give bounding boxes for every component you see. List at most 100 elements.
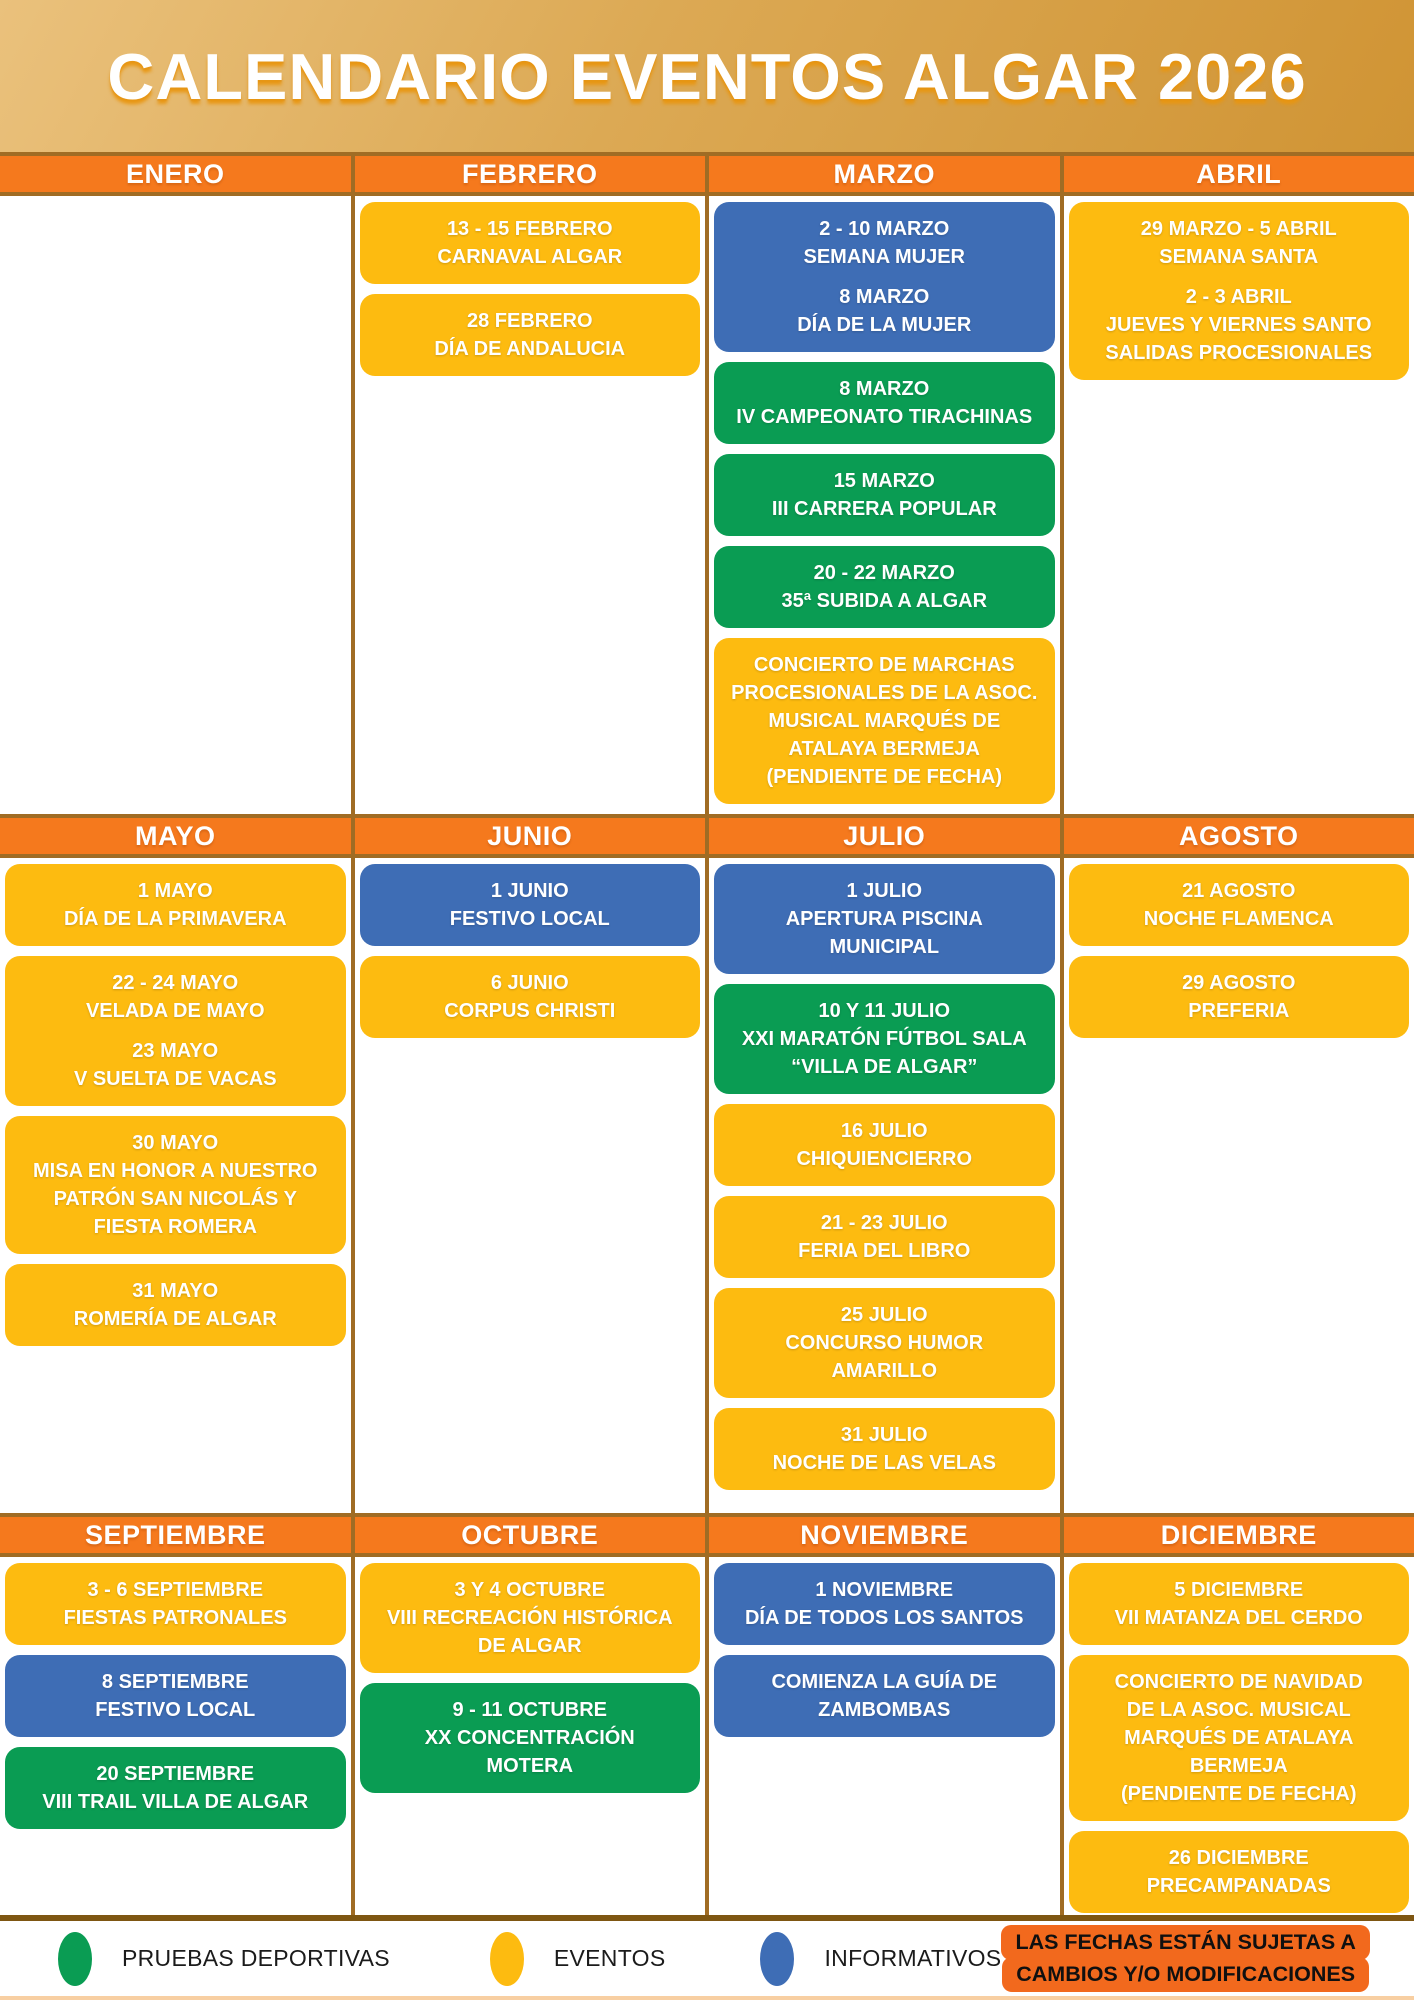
calendar-grid: ENERO FEBRERO MARZO ABRIL 13 - 15 FEBRERO CAR… bbox=[0, 152, 1414, 1915]
card-line: MUSICAL MARQUÉS DE bbox=[768, 710, 1001, 732]
card-line: DÍA DE ANDALUCIA bbox=[434, 338, 626, 360]
card-line: 22 - 24 MAYO bbox=[112, 972, 239, 994]
card-line: ATALAYA BERMEJA bbox=[788, 738, 980, 760]
card-line: JUEVES Y VIERNES SANTO bbox=[1105, 314, 1372, 336]
card-line: 8 SEPTIEMBRE bbox=[101, 1671, 249, 1693]
card-line: VII MATANZA DEL CERDO bbox=[1114, 1607, 1363, 1629]
month-body-row: 1 MAYO DÍA DE LA PRIMAVERA 22 - 24 MAYO VEL… bbox=[0, 858, 1414, 1513]
card-line: 3 Y 4 OCTUBRE bbox=[454, 1579, 605, 1601]
card-entry: CONCIERTO DE MARCHAS PROCESIONALES DE LA … bbox=[720, 651, 1049, 791]
card-line: ZAMBOMBAS bbox=[818, 1699, 951, 1721]
card-prueba-deportiva: 20 SEPTIEMBRE VIII TRAIL VILLA DE ALGAR bbox=[5, 1747, 346, 1829]
card-evento: 26 DICIEMBRE PRECAMPANADAS bbox=[1068, 1831, 1409, 1913]
card-informativo: 1 JULIO APERTURA PISCINA MUNICIPAL bbox=[714, 864, 1055, 974]
card-evento: 25 JULIO CONCURSO HUMOR AMARILLO bbox=[714, 1288, 1055, 1398]
card-line: XX CONCENTRACIÓN bbox=[424, 1727, 635, 1749]
card-line: SEMANA SANTA bbox=[1159, 246, 1319, 268]
card-entry: 8 SEPTIEMBRE FESTIVO LOCAL bbox=[11, 1668, 340, 1724]
month-header-noviembre: NOVIEMBRE bbox=[709, 1517, 1060, 1553]
month-header-row: SEPTIEMBRE OCTUBRE NOVIEMBRE DICIEMBRE bbox=[0, 1513, 1414, 1557]
card-line: 26 DICIEMBRE bbox=[1168, 1847, 1309, 1869]
card-line: 1 MAYO bbox=[137, 880, 213, 902]
card-evento: 1 MAYO DÍA DE LA PRIMAVERA bbox=[5, 864, 346, 946]
card-entry: 2 - 10 MARZO SEMANA MUJER bbox=[720, 215, 1049, 271]
card-line: 3 - 6 SEPTIEMBRE bbox=[87, 1579, 264, 1601]
card-entry: 9 - 11 OCTUBRE XX CONCENTRACIÓN MOTERA bbox=[366, 1696, 695, 1780]
schedule-disclaimer: LAS FECHAS ESTÁN SUJETAS A CAMBIOS Y/O M… bbox=[1001, 1925, 1370, 1992]
card-evento: 31 MAYO ROMERÍA DE ALGAR bbox=[5, 1264, 346, 1346]
card-entry: 29 AGOSTO PREFERIA bbox=[1075, 969, 1404, 1025]
card-line: XXI MARATÓN FÚTBOL SALA bbox=[741, 1028, 1027, 1050]
card-evento: 28 FEBRERO DÍA DE ANDALUCIA bbox=[359, 294, 700, 376]
legend: PRUEBAS DEPORTIVAS EVENTOS INFORMATIVOS … bbox=[0, 1921, 1414, 1996]
card-entry: 1 JUNIO FESTIVO LOCAL bbox=[366, 877, 695, 933]
card-entry: 20 SEPTIEMBRE VIII TRAIL VILLA DE ALGAR bbox=[11, 1760, 340, 1816]
month-header-enero: ENERO bbox=[0, 156, 351, 192]
card-line: “VILLA DE ALGAR” bbox=[791, 1056, 978, 1078]
card-line: 1 NOVIEMBRE bbox=[815, 1579, 954, 1601]
card-line: 15 MARZO bbox=[833, 470, 935, 492]
month-column-febrero: 13 - 15 FEBRERO CARNAVAL ALGAR 28 FEBRERO D… bbox=[354, 196, 705, 814]
card-evento: 3 Y 4 OCTUBRE VIII RECREACIÓN HISTÓRICA DE… bbox=[359, 1563, 700, 1673]
card-line: DE LA ASOC. MUSICAL bbox=[1126, 1699, 1351, 1721]
month-header-julio: JULIO bbox=[709, 818, 1060, 854]
card-line: SALIDAS PROCESIONALES bbox=[1105, 342, 1373, 364]
card-entry: 1 MAYO DÍA DE LA PRIMAVERA bbox=[11, 877, 340, 933]
card-line: 9 - 11 OCTUBRE bbox=[452, 1699, 607, 1721]
month-column-marzo: 2 - 10 MARZO SEMANA MUJER 8 MARZO DÍA DE LA… bbox=[709, 196, 1060, 814]
card-line: CARNAVAL ALGAR bbox=[437, 246, 623, 268]
card-line: MISA EN HONOR A NUESTRO bbox=[33, 1160, 318, 1182]
card-line: 8 MARZO bbox=[839, 378, 930, 400]
card-prueba-deportiva: 20 - 22 MARZO 35ª SUBIDA A ALGAR bbox=[714, 546, 1055, 628]
card-line: FIESTAS PATRONALES bbox=[63, 1607, 287, 1629]
card-prueba-deportiva: 10 Y 11 JULIO XXI MARATÓN FÚTBOL SALA “VIL… bbox=[714, 984, 1055, 1094]
card-line: APERTURA PISCINA bbox=[785, 908, 983, 930]
card-entry: 1 NOVIEMBRE DÍA DE TODOS LOS SANTOS bbox=[720, 1576, 1049, 1632]
card-line: V SUELTA DE VACAS bbox=[73, 1068, 277, 1090]
card-line: 28 FEBRERO bbox=[466, 310, 593, 332]
card-line: ROMERÍA DE ALGAR bbox=[73, 1308, 277, 1330]
schedule-disclaimer-line: LAS FECHAS ESTÁN SUJETAS A bbox=[1001, 1925, 1370, 1960]
card-prueba-deportiva: 15 MARZO III CARRERA POPULAR bbox=[714, 454, 1055, 536]
month-header-marzo: MARZO bbox=[709, 156, 1060, 192]
card-entry: 22 - 24 MAYO VELADA DE MAYO bbox=[11, 969, 340, 1025]
card-line: CORPUS CHRISTI bbox=[444, 1000, 616, 1022]
card-entry: CONCIERTO DE NAVIDAD DE LA ASOC. MUSICAL M… bbox=[1075, 1668, 1404, 1808]
card-line: 21 AGOSTO bbox=[1182, 880, 1296, 902]
month-header-agosto: AGOSTO bbox=[1063, 818, 1414, 854]
card-entry: 3 Y 4 OCTUBRE VIII RECREACIÓN HISTÓRICA DE… bbox=[366, 1576, 695, 1660]
legend-swatch-yellow bbox=[489, 1931, 524, 1986]
card-line: FERIA DEL LIBRO bbox=[798, 1240, 971, 1262]
card-evento: 21 - 23 JULIO FERIA DEL LIBRO bbox=[714, 1196, 1055, 1278]
card-entry: 20 - 22 MARZO 35ª SUBIDA A ALGAR bbox=[720, 559, 1049, 615]
card-line: DÍA DE LA MUJER bbox=[797, 314, 972, 336]
month-header-diciembre: DICIEMBRE bbox=[1063, 1517, 1414, 1553]
legend-label: PRUEBAS DEPORTIVAS bbox=[122, 1945, 390, 1971]
card-line: DE ALGAR bbox=[477, 1635, 582, 1657]
card-evento: 31 JULIO NOCHE DE LAS VELAS bbox=[714, 1408, 1055, 1490]
card-line: 6 JUNIO bbox=[490, 972, 569, 994]
card-line: VIII TRAIL VILLA DE ALGAR bbox=[42, 1791, 309, 1813]
card-evento: 22 - 24 MAYO VELADA DE MAYO 23 MAYO V SUELT… bbox=[5, 956, 346, 1106]
card-entry: 26 DICIEMBRE PRECAMPANADAS bbox=[1075, 1844, 1404, 1900]
card-line: DÍA DE TODOS LOS SANTOS bbox=[744, 1607, 1024, 1629]
card-evento: 29 AGOSTO PREFERIA bbox=[1068, 956, 1409, 1038]
month-header-row: MAYO JUNIO JULIO AGOSTO bbox=[0, 814, 1414, 858]
month-header-abril: ABRIL bbox=[1063, 156, 1414, 192]
card-line: 5 DICIEMBRE bbox=[1174, 1579, 1304, 1601]
month-column-agosto: 21 AGOSTO NOCHE FLAMENCA 29 AGOSTO PREFERIA bbox=[1063, 858, 1414, 1513]
schedule-disclaimer-line: CAMBIOS Y/O MODIFICACIONES bbox=[1002, 1957, 1370, 1992]
card-line: 29 MARZO - 5 ABRIL bbox=[1140, 218, 1337, 240]
card-line: 8 MARZO bbox=[839, 286, 930, 308]
month-column-abril: 29 MARZO - 5 ABRIL SEMANA SANTA 2 - 3 ABRI… bbox=[1063, 196, 1414, 814]
card-line: 29 AGOSTO bbox=[1182, 972, 1296, 994]
month-column-mayo: 1 MAYO DÍA DE LA PRIMAVERA 22 - 24 MAYO VEL… bbox=[0, 858, 351, 1513]
card-prueba-deportiva: 8 MARZO IV CAMPEONATO TIRACHINAS bbox=[714, 362, 1055, 444]
card-line: CONCIERTO DE NAVIDAD bbox=[1114, 1671, 1363, 1693]
legend-swatch-blue bbox=[760, 1931, 795, 1986]
card-entry: 21 AGOSTO NOCHE FLAMENCA bbox=[1075, 877, 1404, 933]
card-line: 13 - 15 FEBRERO bbox=[446, 218, 613, 240]
card-line: FIESTA ROMERA bbox=[93, 1216, 257, 1238]
month-body-row: 3 - 6 SEPTIEMBRE FIESTAS PATRONALES 8 SEPT… bbox=[0, 1557, 1414, 1915]
legend-item-informativos: INFORMATIVOS bbox=[760, 1931, 1001, 1986]
